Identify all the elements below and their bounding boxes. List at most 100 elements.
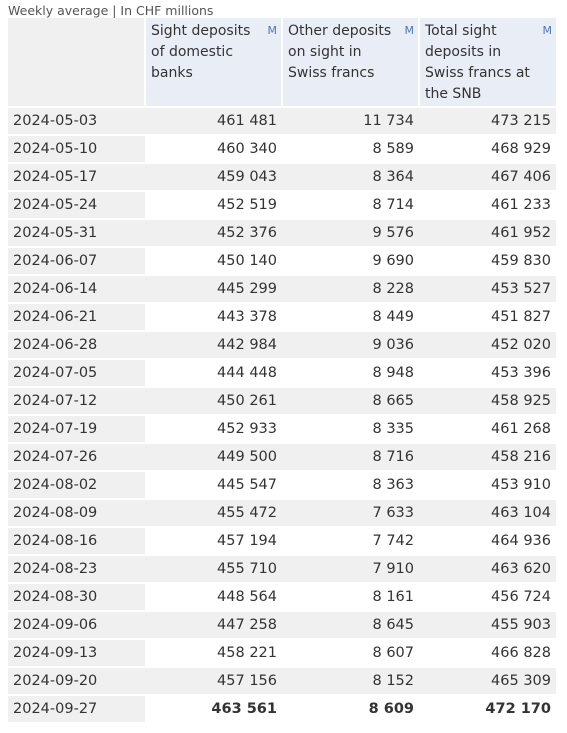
date-cell: 2024-06-14 (8, 274, 145, 303)
table-row: 2024-05-17 459 043 8 364 467 406 (8, 162, 556, 191)
date-cell: 2024-09-27 (8, 694, 145, 722)
value-cell: 461 481 (145, 106, 282, 135)
value-cell: 442 984 (145, 330, 282, 359)
date-cell: 2024-07-05 (8, 358, 145, 387)
corner-header-cell (8, 18, 145, 107)
sight-deposits-table: Sight deposits of domestic banks M Other d… (8, 18, 556, 722)
value-cell: 8 948 (282, 358, 419, 387)
column-header-label: Total sight deposits in Swiss francs at … (425, 23, 530, 102)
date-cell: 2024-07-19 (8, 414, 145, 443)
value-cell: 458 216 (419, 442, 556, 471)
value-cell: 457 194 (145, 526, 282, 555)
value-cell: 460 340 (145, 134, 282, 163)
value-cell: 9 036 (282, 330, 419, 359)
value-cell: 445 299 (145, 274, 282, 303)
value-cell: 473 215 (419, 106, 556, 135)
table-row: 2024-06-14 445 299 8 228 453 527 (8, 274, 556, 303)
date-cell: 2024-05-10 (8, 134, 145, 163)
header-row: Sight deposits of domestic banks M Other d… (8, 18, 556, 107)
metadata-badge-link[interactable]: M (542, 24, 553, 37)
value-cell: 7 633 (282, 498, 419, 527)
date-cell: 2024-05-31 (8, 218, 145, 247)
table-row: 2024-06-07 450 140 9 690 459 830 (8, 246, 556, 275)
date-cell: 2024-07-12 (8, 386, 145, 415)
value-cell: 8 228 (282, 274, 419, 303)
value-cell: 452 020 (419, 330, 556, 359)
date-cell: 2024-06-28 (8, 330, 145, 359)
date-cell: 2024-06-07 (8, 246, 145, 275)
value-cell: 8 335 (282, 414, 419, 443)
table-row: 2024-08-09 455 472 7 633 463 104 (8, 498, 556, 527)
table-row: 2024-06-21 443 378 8 449 451 827 (8, 302, 556, 331)
table-row: 2024-08-30 448 564 8 161 456 724 (8, 582, 556, 611)
value-cell: 459 043 (145, 162, 282, 191)
date-cell: 2024-08-09 (8, 498, 145, 527)
table-row: 2024-05-31 452 376 9 576 461 952 (8, 218, 556, 247)
value-cell: 449 500 (145, 442, 282, 471)
date-cell: 2024-08-23 (8, 554, 145, 583)
value-cell: 461 233 (419, 190, 556, 219)
value-cell: 448 564 (145, 582, 282, 611)
value-cell: 452 933 (145, 414, 282, 443)
value-cell: 8 161 (282, 582, 419, 611)
value-cell: 8 665 (282, 386, 419, 415)
table-row: 2024-08-23 455 710 7 910 463 620 (8, 554, 556, 583)
date-cell: 2024-08-16 (8, 526, 145, 555)
date-cell: 2024-09-20 (8, 666, 145, 695)
value-cell: 452 519 (145, 190, 282, 219)
table-row: 2024-05-10 460 340 8 589 468 929 (8, 134, 556, 163)
value-cell: 464 936 (419, 526, 556, 555)
table-row: 2024-05-24 452 519 8 714 461 233 (8, 190, 556, 219)
table-row: 2024-08-02 445 547 8 363 453 910 (8, 470, 556, 499)
value-cell: 8 152 (282, 666, 419, 695)
table-row: 2024-07-19 452 933 8 335 461 268 (8, 414, 556, 443)
value-cell: 447 258 (145, 610, 282, 639)
table-row: 2024-06-28 442 984 9 036 452 020 (8, 330, 556, 359)
date-cell: 2024-05-03 (8, 106, 145, 135)
value-cell: 450 261 (145, 386, 282, 415)
value-cell: 457 156 (145, 666, 282, 695)
value-cell: 455 710 (145, 554, 282, 583)
table-row: 2024-09-13 458 221 8 607 466 828 (8, 638, 556, 667)
value-cell: 8 716 (282, 442, 419, 471)
metadata-badge-link[interactable]: M (404, 24, 415, 37)
value-cell: 463 561 (145, 694, 282, 722)
table-row: 2024-09-06 447 258 8 645 455 903 (8, 610, 556, 639)
column-header-label: Other deposits on sight in Swiss francs (288, 23, 392, 81)
value-cell: 8 645 (282, 610, 419, 639)
value-cell: 452 376 (145, 218, 282, 247)
table-row: 2024-08-16 457 194 7 742 464 936 (8, 526, 556, 555)
value-cell: 455 903 (419, 610, 556, 639)
value-cell: 456 724 (419, 582, 556, 611)
value-cell: 458 221 (145, 638, 282, 667)
value-cell: 455 472 (145, 498, 282, 527)
value-cell: 467 406 (419, 162, 556, 191)
value-cell: 445 547 (145, 470, 282, 499)
column-header: Sight deposits of domestic banks M (144, 18, 282, 107)
column-header-label: Sight deposits of domestic banks (151, 23, 251, 81)
value-cell: 453 527 (419, 274, 556, 303)
value-cell: 463 104 (419, 498, 556, 527)
date-cell: 2024-08-02 (8, 470, 145, 499)
value-cell: 466 828 (419, 638, 556, 667)
value-cell: 8 607 (282, 638, 419, 667)
value-cell: 458 925 (419, 386, 556, 415)
value-cell: 444 448 (145, 358, 282, 387)
table-body: 2024-05-03 461 481 11 734 473 215 2024-05-10… (8, 106, 556, 722)
value-cell: 8 449 (282, 302, 419, 331)
value-cell: 8 714 (282, 190, 419, 219)
value-cell: 9 690 (282, 246, 419, 275)
date-cell: 2024-09-13 (8, 638, 145, 667)
metadata-badge-link[interactable]: M (267, 24, 278, 37)
table-caption: Weekly average | In CHF millions (8, 3, 214, 18)
value-cell: 443 378 (145, 302, 282, 331)
column-header: Total sight deposits in Swiss francs at … (418, 18, 556, 107)
date-cell: 2024-06-21 (8, 302, 145, 331)
value-cell: 459 830 (419, 246, 556, 275)
value-cell: 453 396 (419, 358, 556, 387)
value-cell: 451 827 (419, 302, 556, 331)
value-cell: 8 364 (282, 162, 419, 191)
value-cell: 453 910 (419, 470, 556, 499)
date-cell: 2024-08-30 (8, 582, 145, 611)
value-cell: 463 620 (419, 554, 556, 583)
